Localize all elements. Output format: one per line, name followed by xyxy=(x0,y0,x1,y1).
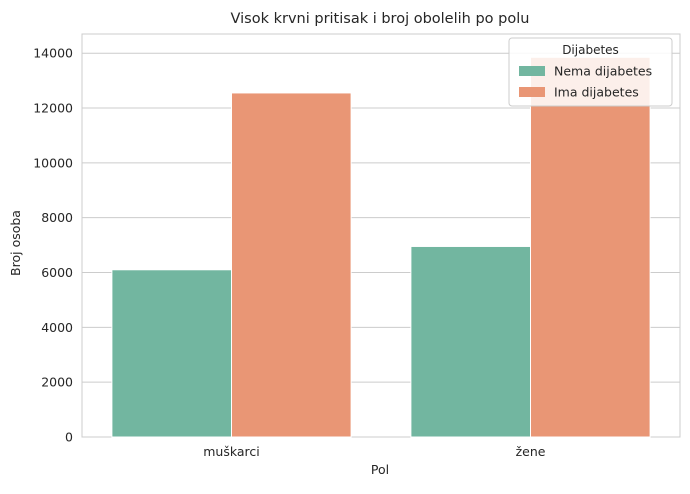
bar-diabetes xyxy=(231,92,352,438)
legend-box xyxy=(508,37,673,107)
plot-frame xyxy=(81,33,681,438)
x-tick-label: muškarci xyxy=(203,444,260,459)
legend-swatch xyxy=(519,66,545,76)
bar-no-diabetes xyxy=(111,269,232,438)
x-axis-label: Pol xyxy=(371,462,389,477)
y-tick-label: 6000 xyxy=(41,265,73,280)
legend: Dijabetes Nema dijabetes Ima dijabetes xyxy=(508,37,673,107)
bar-no-diabetes xyxy=(410,245,531,438)
y-tick-label: 8000 xyxy=(41,210,73,225)
legend-title: Dijabetes xyxy=(562,43,619,57)
legend-label: Ima dijabetes xyxy=(554,85,639,100)
y-tick-label: 10000 xyxy=(33,155,73,170)
bar-diabetes xyxy=(530,56,651,438)
chart-title: Visok krvni pritisak i broj obolelih po … xyxy=(231,11,530,27)
y-tick-label: 2000 xyxy=(41,375,73,390)
y-tick-label: 4000 xyxy=(41,320,73,335)
x-tick-label: žene xyxy=(516,444,546,459)
y-axis-label: Broj osoba xyxy=(8,210,23,276)
legend-label: Nema dijabetes xyxy=(554,64,652,79)
y-tick-label: 0 xyxy=(65,430,73,445)
legend-swatch xyxy=(519,87,545,97)
y-tick-label: 12000 xyxy=(33,101,73,116)
y-tick-label: 14000 xyxy=(33,46,73,61)
